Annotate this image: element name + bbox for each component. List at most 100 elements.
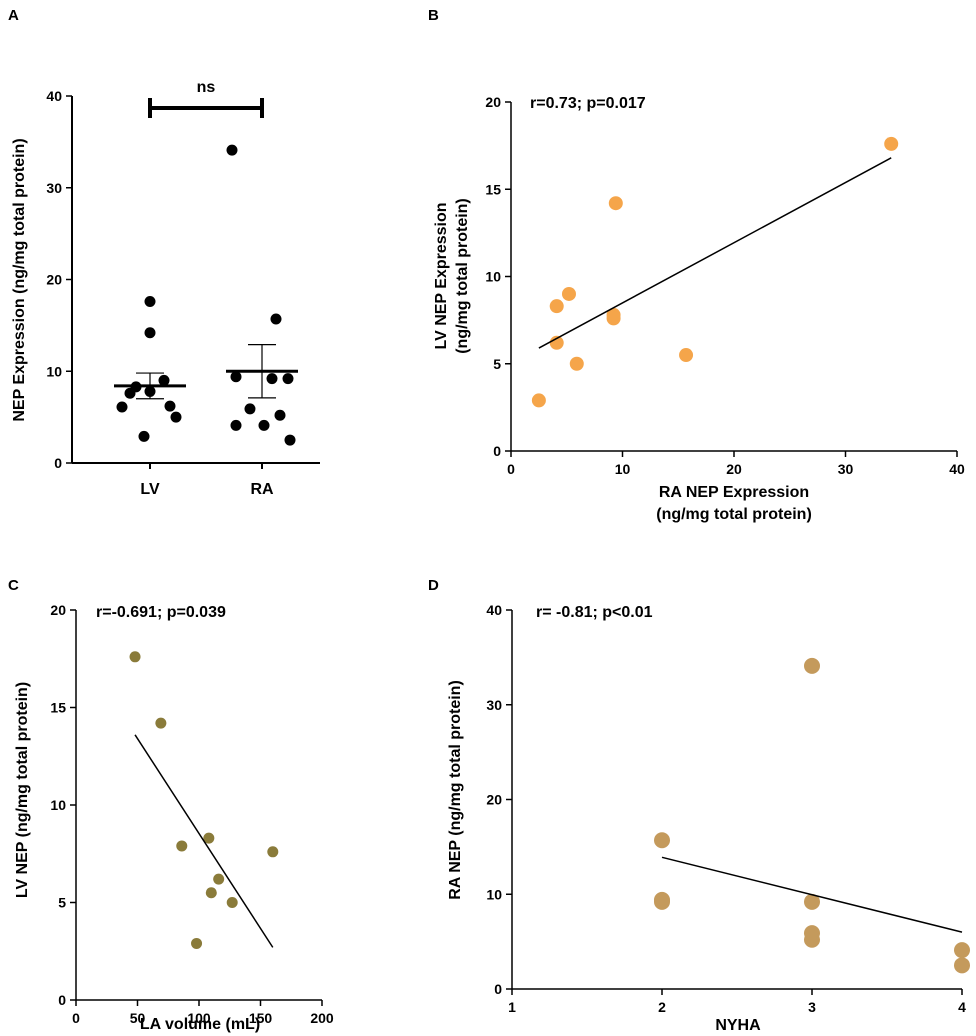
category-label-ra: RA: [250, 481, 274, 498]
x-tick-label: 100: [187, 1010, 211, 1026]
data-point: [654, 832, 670, 849]
data-point: [804, 893, 820, 910]
y-tick-label: 15: [50, 700, 66, 716]
data-point: [884, 136, 899, 151]
panel-a-y-label: NEP Expression (ng/mg total protein): [11, 138, 28, 421]
data-point: [569, 356, 584, 371]
data-point: [205, 887, 217, 899]
data-point: [561, 286, 576, 301]
data-point-ra: [230, 419, 242, 431]
panel-letter-a: A: [8, 7, 19, 24]
data-point-ra: [282, 373, 294, 385]
y-tick-label: 20: [50, 602, 66, 618]
data-point: [267, 846, 279, 858]
x-tick-label: 50: [130, 1010, 146, 1026]
y-tick-label: 10: [485, 269, 501, 285]
data-point-ra: [274, 409, 286, 421]
y-tick-label: 40: [46, 88, 62, 104]
data-point-ra: [244, 403, 256, 415]
x-tick-label: 200: [310, 1010, 334, 1026]
data-point-lv: [144, 327, 156, 339]
data-point: [608, 196, 623, 211]
x-tick-label: 20: [726, 461, 742, 477]
data-point: [804, 931, 820, 948]
panel-b-scatter: 0 5 10 15 20 0 10 20 30 40 r=0.73; p=0.017 RA NE…: [433, 94, 965, 523]
data-point-lv: [138, 430, 150, 442]
y-tick-label: 30: [486, 697, 502, 713]
y-tick-label: 5: [493, 356, 501, 372]
data-point: [549, 335, 564, 350]
x-tick-label: 150: [249, 1010, 273, 1026]
panel-b-x-label-line2: (ng/mg total protein): [656, 506, 812, 523]
y-tick-label: 0: [58, 992, 66, 1008]
panel-letter-d: D: [428, 577, 439, 594]
y-tick-label: 0: [493, 443, 501, 459]
data-point: [129, 651, 141, 663]
y-tick-label: 20: [46, 272, 62, 288]
data-point: [191, 937, 203, 949]
data-point-ra: [284, 434, 296, 446]
y-tick-label: 15: [485, 181, 501, 197]
data-point: [954, 957, 970, 974]
x-tick-label: 4: [958, 999, 966, 1015]
data-point: [226, 897, 238, 908]
panel-b-annotation: r=0.73; p=0.017: [530, 95, 646, 112]
data-point-lv: [158, 374, 170, 386]
data-point: [549, 299, 564, 314]
y-tick-label: 10: [486, 886, 502, 902]
data-point: [679, 348, 694, 363]
data-point: [213, 873, 225, 885]
regression-line: [538, 157, 892, 349]
panel-letter-b: B: [428, 7, 439, 24]
data-point-lv: [124, 387, 136, 399]
data-point-lv: [116, 401, 128, 413]
panel-b-y-label-line2: (ng/mg total protein): [454, 198, 471, 354]
data-point-lv: [144, 385, 156, 397]
regression-line: [661, 856, 963, 933]
y-tick-label: 0: [54, 455, 62, 471]
panel-c-annotation: r=-0.691; p=0.039: [96, 604, 226, 621]
x-tick-label: 1: [508, 999, 516, 1015]
y-tick-label: 30: [46, 180, 62, 196]
panel-letter-c: C: [8, 577, 19, 594]
y-tick-label: 10: [46, 363, 62, 379]
regression-line: [134, 734, 274, 948]
panel-c-x-label: LA volume (mL): [140, 1016, 260, 1033]
y-tick-label: 0: [494, 981, 502, 997]
y-tick-label: 5: [58, 895, 66, 911]
data-point: [531, 393, 546, 408]
data-point: [606, 307, 621, 322]
y-tick-label: 10: [50, 797, 66, 813]
data-point-ra: [266, 373, 278, 385]
x-tick-label: 0: [507, 461, 515, 477]
significance-label: ns: [197, 79, 216, 96]
data-point: [954, 942, 970, 959]
x-tick-label: 3: [808, 999, 816, 1015]
data-point: [155, 717, 167, 729]
data-point-lv: [144, 296, 156, 308]
data-point: [804, 657, 820, 674]
panel-d-annotation: r= -0.81; p<0.01: [536, 604, 653, 621]
category-label-lv: LV: [140, 481, 160, 498]
data-point-ra: [230, 371, 242, 383]
panel-d-scatter: 0 10 20 30 40 1 2 3 4 r= -0.81; p<0.01 NYHA RA …: [447, 602, 970, 1034]
panel-b-y-label-line1: LV NEP Expression: [433, 202, 450, 349]
x-tick-label: 0: [72, 1010, 80, 1026]
data-point-ra: [258, 419, 270, 431]
data-point-ra: [226, 144, 238, 156]
panel-d-x-label: NYHA: [715, 1017, 761, 1034]
y-tick-label: 20: [486, 792, 502, 808]
x-tick-label: 40: [949, 461, 965, 477]
data-point-lv: [170, 411, 182, 423]
panel-a-dot-plot: 0 10 20 30 40 LV RA ns NEP Expression (ng/mg …: [11, 79, 320, 498]
data-point-lv: [164, 400, 176, 412]
data-point: [654, 893, 670, 910]
data-point-ra: [270, 313, 282, 325]
data-point: [176, 840, 188, 852]
data-point: [203, 832, 215, 844]
x-tick-label: 30: [838, 461, 854, 477]
panel-c-y-label: LV NEP (ng/mg total protein): [14, 682, 31, 898]
x-tick-label: 10: [615, 461, 631, 477]
